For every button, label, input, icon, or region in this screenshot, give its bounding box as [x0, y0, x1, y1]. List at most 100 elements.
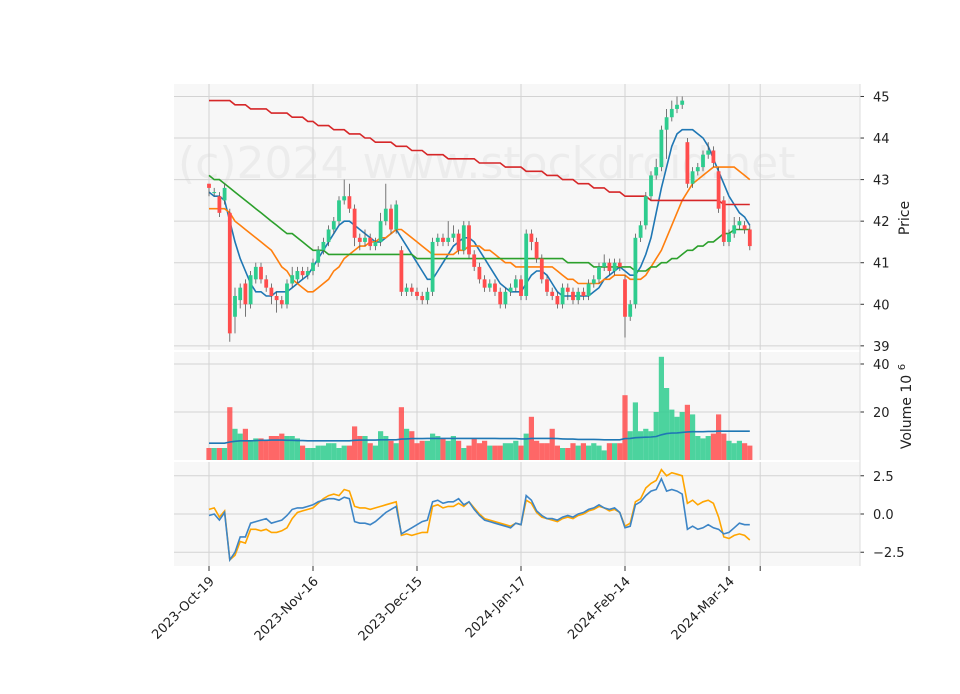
price-tick-label: 45	[873, 90, 890, 105]
volume-axis-exponent: 6	[897, 364, 908, 370]
volume-bar	[617, 443, 623, 460]
volume-bar	[237, 433, 243, 460]
candle-body	[404, 287, 409, 292]
candle-body	[654, 167, 659, 176]
candle-body	[675, 104, 679, 109]
volume-bar	[648, 431, 654, 460]
volume-bar	[705, 436, 711, 460]
volume-bar	[284, 436, 290, 460]
volume-bar	[248, 440, 254, 460]
candle-body	[430, 241, 435, 292]
volume-bar	[367, 443, 373, 460]
candle-body	[451, 233, 456, 238]
volume-bar	[424, 440, 430, 460]
candle-body	[638, 225, 643, 238]
x-tick-label: 2024-Feb-14	[565, 574, 634, 643]
candle-body	[389, 208, 393, 230]
volume-bar	[586, 445, 592, 460]
volume-bar	[747, 445, 753, 460]
candle-body	[207, 183, 211, 188]
candle-body	[565, 287, 570, 292]
volume-bar	[638, 431, 644, 460]
volume-bar	[456, 440, 462, 460]
candle-body	[633, 237, 638, 305]
price-tick-label: 44	[873, 132, 890, 147]
volume-bar	[518, 445, 524, 460]
volume-bar	[336, 448, 342, 460]
candle-body	[253, 266, 258, 280]
candle-body	[732, 225, 737, 234]
candle-body	[555, 295, 560, 305]
candle-body	[274, 295, 279, 301]
volume-bar	[596, 445, 602, 460]
candle-body	[545, 279, 549, 292]
volume-bar	[742, 443, 748, 460]
price-axis-label: Price	[897, 201, 913, 235]
volume-bar	[554, 445, 560, 460]
osc-tick-label: −2.5	[873, 546, 905, 561]
volume-tick-label: 20	[873, 406, 890, 421]
volume-bar	[378, 431, 384, 460]
volume-bar	[445, 440, 451, 460]
candle-body	[425, 291, 430, 301]
candle-body	[685, 142, 690, 184]
volume-bar	[279, 433, 285, 460]
x-tick-label: 2023-Dec-15	[356, 574, 426, 644]
candle-body	[534, 241, 539, 259]
candle-body	[560, 287, 565, 305]
candle-body	[342, 196, 347, 201]
volume-bar	[643, 428, 649, 460]
candle-body	[581, 291, 586, 296]
candle-body	[264, 279, 269, 288]
volume-bar	[357, 436, 363, 460]
volume-bar	[253, 438, 259, 460]
candle-body	[269, 287, 274, 296]
volume-bar	[352, 426, 358, 460]
volume-bar	[487, 445, 493, 460]
candle-body	[669, 108, 674, 118]
candle-body	[243, 283, 248, 305]
candle-body	[435, 237, 440, 242]
volume-bar	[674, 416, 680, 460]
volume-bar	[294, 438, 300, 460]
candle-body	[316, 250, 321, 263]
candle-body	[597, 266, 601, 280]
volume-bar	[305, 448, 311, 460]
volume-bar	[513, 440, 519, 460]
volume-bar	[227, 407, 233, 460]
volume-bar	[263, 440, 269, 460]
volume-bar	[300, 445, 306, 460]
x-tick-label: 2023-Oct-19	[149, 574, 217, 642]
candle-body	[285, 283, 289, 305]
candle-body	[467, 225, 471, 255]
candle-body	[441, 237, 445, 242]
osc-line-2	[208, 476, 750, 563]
candle-body	[695, 167, 700, 172]
candle-body	[399, 250, 404, 292]
volume-bar	[716, 414, 722, 460]
volume-bar	[700, 438, 706, 460]
volume-bar	[508, 443, 514, 460]
volume-bar	[211, 448, 217, 460]
candle-body	[503, 291, 508, 305]
volume-bar	[544, 443, 550, 460]
candle-body	[607, 262, 612, 272]
volume-bar	[414, 443, 420, 460]
candle-body	[409, 287, 414, 292]
candle-body	[591, 279, 596, 284]
candle-body	[706, 150, 711, 155]
candle-body	[337, 200, 341, 222]
volume-bar	[669, 409, 675, 460]
volume-bar	[632, 402, 638, 460]
candle-body	[513, 279, 518, 288]
candle-body	[217, 196, 222, 213]
candle-body	[493, 283, 497, 292]
volume-bar	[476, 443, 482, 460]
candle-body	[576, 291, 581, 301]
candle-body	[711, 150, 716, 163]
volume-bar	[419, 440, 425, 460]
candle-body	[357, 237, 362, 242]
volume-bar	[690, 414, 696, 460]
candle-body	[716, 171, 721, 209]
candle-body	[300, 271, 305, 276]
